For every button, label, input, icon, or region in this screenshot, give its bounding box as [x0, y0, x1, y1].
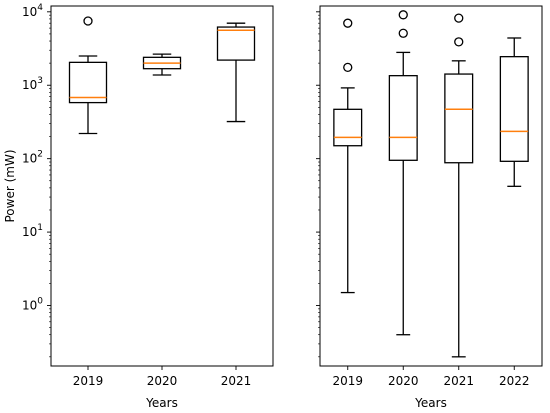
- x-tick-label: 2022: [499, 374, 530, 388]
- left-panel: 100 101 102 103 104 2019 2020 2021 Years Power…: [3, 3, 274, 410]
- plot-frame: [319, 5, 543, 367]
- x-axis: 2019 2020 2021: [73, 366, 252, 388]
- outlier-point: [343, 62, 353, 73]
- x-tick-label: 2021: [221, 374, 252, 388]
- outlier-point: [454, 37, 464, 47]
- box-iqr: [68, 61, 108, 104]
- box-iqr: [388, 75, 418, 161]
- y-tick-label: 100: [22, 297, 43, 313]
- box-2021: [444, 13, 474, 358]
- right-panel: 2019 2020 2021 2022 Years: [316, 5, 543, 410]
- x-tick-label: 2019: [73, 374, 104, 388]
- x-tick-label: 2020: [147, 374, 178, 388]
- outlier-point: [83, 16, 93, 26]
- box-iqr: [499, 56, 529, 162]
- box-group: [333, 10, 529, 358]
- outlier-point: [454, 13, 464, 23]
- outlier-point: [398, 28, 408, 38]
- box-2020: [388, 10, 418, 336]
- x-axis-label: Years: [145, 396, 178, 410]
- x-tick-label: 2020: [388, 374, 419, 388]
- y-axis: 100 101 102 103 104: [22, 3, 51, 358]
- x-tick-label: 2021: [443, 374, 474, 388]
- x-axis-label: Years: [414, 396, 447, 410]
- x-axis: 2019 2020 2021 2022: [332, 366, 530, 388]
- box-2021: [216, 22, 256, 123]
- outlier-point: [398, 10, 408, 20]
- box-2020: [142, 53, 182, 76]
- box-2019: [333, 18, 363, 294]
- box-2019: [68, 16, 108, 135]
- y-tick-label: 104: [22, 3, 43, 19]
- box-2022: [499, 37, 529, 187]
- outlier-point: [343, 18, 353, 28]
- box-iqr: [333, 108, 363, 147]
- y-axis: [316, 11, 320, 358]
- box-iqr: [444, 73, 474, 164]
- y-tick-label: 101: [22, 223, 43, 239]
- y-tick-label: 102: [22, 150, 43, 166]
- box-group: [68, 16, 256, 135]
- y-axis-label: Power (mW): [3, 149, 17, 222]
- y-tick-label: 103: [22, 76, 43, 92]
- x-tick-label: 2019: [332, 374, 363, 388]
- box-iqr: [216, 26, 256, 61]
